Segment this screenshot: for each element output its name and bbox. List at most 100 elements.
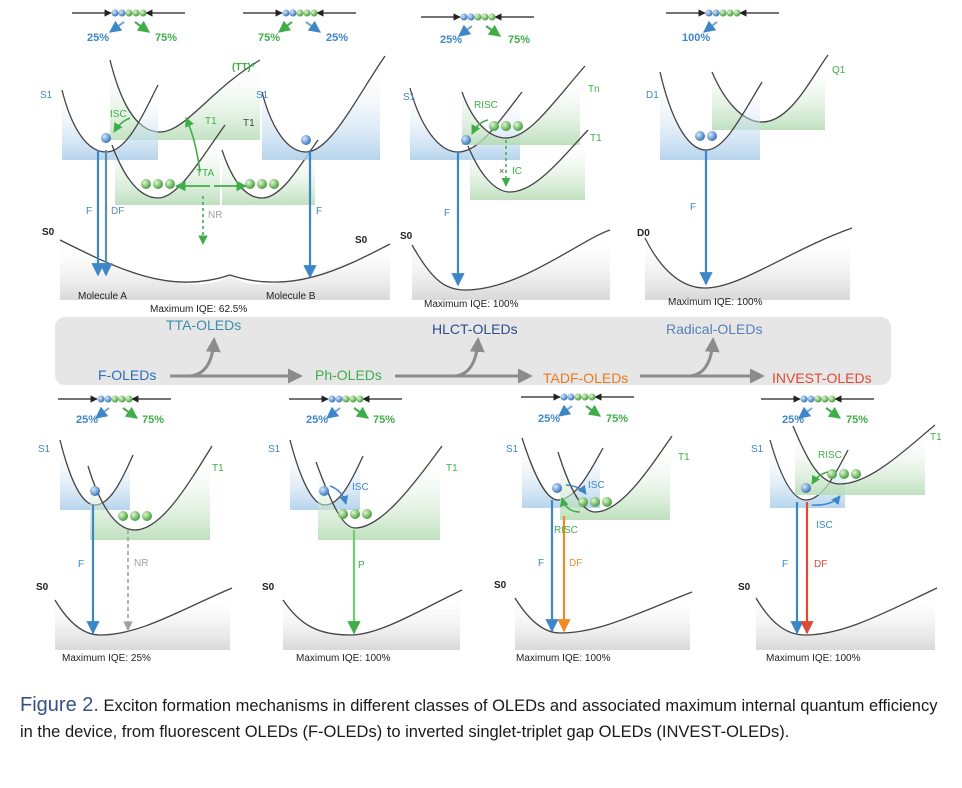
hlct-triplet-pct: 75% bbox=[508, 34, 530, 46]
exciton-chain-right: 75% 25% bbox=[243, 9, 356, 44]
figure-label: Figure 2. bbox=[20, 694, 99, 716]
radical-q1-curve bbox=[711, 54, 829, 123]
tta-left-triplet-pct: 75% bbox=[155, 32, 177, 44]
tta-right-triplet-pct: 75% bbox=[258, 32, 280, 44]
exciton-chain-invest: 25% 75% bbox=[761, 395, 874, 426]
tadf-triplet-pct: 75% bbox=[606, 413, 628, 425]
ph-s0-label: S0 bbox=[262, 582, 275, 593]
ph-p-label: P bbox=[358, 560, 365, 571]
tadf-s1-label: S1 bbox=[506, 444, 519, 455]
tta-left-singlet-pct: 25% bbox=[87, 32, 109, 44]
ph-iqe-label: Maximum IQE: 100% bbox=[296, 653, 391, 664]
tta-iqe-label: Maximum IQE: 62.5% bbox=[150, 304, 247, 315]
molecule-b-label: Molecule B bbox=[266, 291, 316, 302]
tadf-s0-label: S0 bbox=[494, 580, 507, 591]
tadf-oleds-label: TADF-OLEDs bbox=[543, 370, 628, 386]
tta-f-right-label: F bbox=[316, 206, 322, 217]
tadf-s1-curve bbox=[521, 437, 604, 501]
fl-t1-label: T1 bbox=[212, 463, 224, 474]
fl-iqe-label: Maximum IQE: 25% bbox=[62, 653, 151, 664]
tta-tta-label: TTA bbox=[196, 168, 214, 179]
radical-d1-label: D1 bbox=[646, 90, 659, 101]
ph-singlet-pct: 25% bbox=[306, 414, 328, 426]
fl-s1-label: S1 bbox=[38, 444, 51, 455]
tta-ground-well bbox=[60, 240, 390, 300]
tadf-singlet-pct: 25% bbox=[538, 413, 560, 425]
tta-t1-b-label: T1 bbox=[243, 118, 255, 129]
hlct-panel: 25% 75% S1 RISC Tn T1 × IC F S0 Maximum … bbox=[400, 13, 611, 310]
ph-oleds-label: Ph-OLEDs bbox=[315, 367, 382, 383]
hlct-ic-cross-icon: × bbox=[499, 166, 504, 176]
invest-f-label: F bbox=[782, 559, 788, 570]
fl-singlet-pct: 25% bbox=[76, 414, 98, 426]
f-oled-panel: 25% 75% S1 T1 F NR S0 Maximum IQE: 25% bbox=[36, 395, 233, 664]
tt-star-curve bbox=[109, 59, 261, 133]
t1-left-curve bbox=[111, 124, 226, 199]
tta-t1-a-label: T1 bbox=[205, 116, 217, 127]
tadf-iqe-label: Maximum IQE: 100% bbox=[516, 653, 611, 664]
figure-caption: Figure 2. Exciton formation mechanisms i… bbox=[20, 692, 945, 745]
invest-t1-label: T1 bbox=[930, 432, 942, 443]
tta-panel: 25% 75% 75% 25% bbox=[40, 9, 391, 315]
molecule-a-label: Molecule A bbox=[78, 291, 127, 302]
invest-oleds-label: INVEST-OLEDs bbox=[772, 370, 872, 386]
tta-right-singlet-pct: 25% bbox=[326, 32, 348, 44]
exciton-chain-left: 25% 75% bbox=[72, 9, 185, 44]
tadf-risc-label: RISC bbox=[554, 525, 578, 536]
invest-panel: 25% 75% S1 T1 RISC ISC F DF S0 Maximum I… bbox=[738, 395, 942, 664]
fl-nr-label: NR bbox=[134, 558, 148, 569]
f-oleds-label: F-OLEDs bbox=[98, 367, 156, 383]
hlct-singlet-pct: 25% bbox=[440, 34, 462, 46]
ph-s1-label: S1 bbox=[268, 444, 281, 455]
radical-iqe-label: Maximum IQE: 100% bbox=[668, 297, 763, 308]
exciton-chain-tadf: 25% 75% bbox=[521, 393, 634, 425]
radical-panel: 100% D1 Q1 F D0 Maximum IQE: 100% bbox=[637, 9, 853, 308]
tadf-panel: 25% 75% S1 T1 ISC RISC F DF S0 Maximum I… bbox=[494, 393, 693, 664]
invest-iqe-label: Maximum IQE: 100% bbox=[766, 653, 861, 664]
hlct-s0-label: S0 bbox=[400, 231, 413, 242]
tta-df-label: DF bbox=[111, 206, 124, 217]
hlct-t1-label: T1 bbox=[590, 133, 602, 144]
ph-ground-curve bbox=[282, 589, 463, 636]
hlct-t1-curve bbox=[467, 129, 589, 193]
tta-s1-left-label: S1 bbox=[40, 90, 53, 101]
ph-oled-panel: 25% 75% S1 T1 ISC P S0 Maximum IQE: 100% bbox=[262, 395, 463, 664]
hlct-tn-label: Tn bbox=[588, 84, 600, 95]
invest-t1-curve bbox=[792, 424, 936, 485]
radical-f-label: F bbox=[690, 202, 696, 213]
radical-d1-curve bbox=[659, 71, 763, 151]
tadf-ground-curve bbox=[514, 591, 693, 634]
invest-singlet-pct: 25% bbox=[782, 414, 804, 426]
ph-isc-label: ISC bbox=[352, 482, 369, 493]
tta-isc-label: ISC bbox=[110, 109, 127, 120]
invest-ground-curve bbox=[755, 587, 938, 636]
tadf-t1-curve bbox=[557, 435, 673, 513]
radical-d0-label: D0 bbox=[637, 228, 650, 239]
hlct-oleds-label: HLCT-OLEDs bbox=[432, 321, 518, 337]
mechanism-figure: F-OLEDs TTA-OLEDs Ph-OLEDs HLCT-OLEDs TA… bbox=[36, 9, 942, 664]
fl-t1-curve bbox=[87, 445, 213, 531]
ph-t1-curve bbox=[315, 445, 443, 529]
tta-nr-label: NR bbox=[208, 210, 222, 221]
invest-triplet-pct: 75% bbox=[846, 414, 868, 426]
tta-oleds-label: TTA-OLEDs bbox=[166, 317, 241, 333]
fl-s0-label: S0 bbox=[36, 582, 49, 593]
hlct-ground-curve bbox=[411, 229, 611, 291]
invest-isc-label: ISC bbox=[816, 520, 833, 531]
fl-ground-curve bbox=[54, 587, 233, 636]
mechanism-diagram: F-OLEDs TTA-OLEDs Ph-OLEDs HLCT-OLEDs TA… bbox=[36, 9, 942, 664]
tta-s0-right-label: S0 bbox=[355, 235, 368, 246]
radical-q1-label: Q1 bbox=[832, 65, 846, 76]
invest-s1-label: S1 bbox=[751, 444, 764, 455]
tadf-isc-label: ISC bbox=[588, 480, 605, 491]
t1-right-curve bbox=[221, 139, 319, 199]
tadf-t1-label: T1 bbox=[678, 452, 690, 463]
ph-t1-label: T1 bbox=[446, 463, 458, 474]
exciton-chain-radical: 100% bbox=[666, 9, 779, 44]
tadf-df-label: DF bbox=[569, 558, 582, 569]
radical-ground-curve bbox=[644, 227, 853, 289]
caption-text: Exciton formation mechanisms in differen… bbox=[20, 697, 938, 741]
exciton-chain-hlct: 25% 75% bbox=[421, 13, 534, 46]
exciton-chain-ph: 25% 75% bbox=[289, 395, 402, 426]
s1-right-curve bbox=[261, 55, 386, 153]
